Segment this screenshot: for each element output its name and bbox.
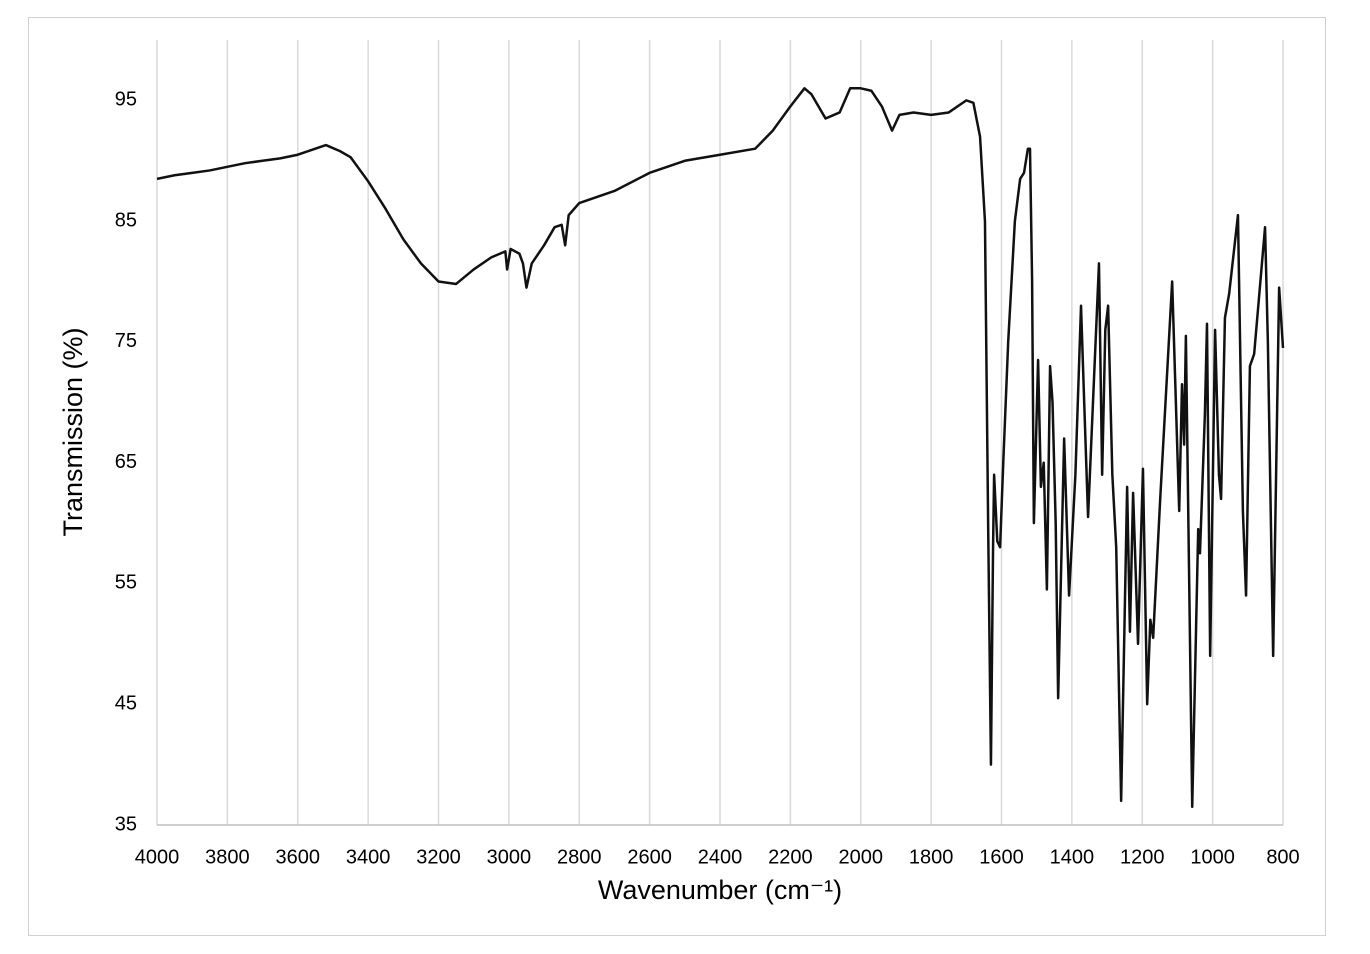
x-tick-label: 800 (1266, 846, 1299, 868)
x-tick-label: 3000 (487, 846, 532, 868)
y-tick-label: 35 (115, 813, 137, 835)
x-tick-label: 3800 (205, 846, 250, 868)
x-tick-label: 3200 (416, 846, 461, 868)
y-tick-label: 65 (115, 451, 137, 473)
y-tick-label: 55 (115, 572, 137, 594)
y-tick-label: 95 (115, 89, 137, 111)
x-tick-label: 1800 (909, 846, 954, 868)
x-tick-label: 1400 (1050, 846, 1095, 868)
chart-frame (28, 17, 1326, 936)
y-tick-label: 75 (115, 330, 137, 352)
x-tick-label: 3600 (276, 846, 321, 868)
spectrum-line (156, 87, 1285, 809)
x-tick-label: 2400 (698, 846, 743, 868)
x-tick-label: 2200 (768, 846, 813, 868)
x-tick-label: 1000 (1190, 846, 1235, 868)
x-tick-label: 3400 (346, 846, 391, 868)
y-tick-label: 45 (115, 693, 137, 715)
x-tick-label: 2600 (627, 846, 672, 868)
x-tick-label: 2800 (557, 846, 602, 868)
x-tick-label: 4000 (135, 846, 180, 868)
y-tick-label: 85 (115, 209, 137, 231)
y-axis-title: Transmission (%) (58, 327, 88, 536)
x-tick-label: 2000 (839, 846, 884, 868)
x-tick-label: 1200 (1120, 846, 1165, 868)
x-tick-label: 1600 (979, 846, 1024, 868)
x-axis-title: Wavenumber (cm⁻¹) (598, 875, 842, 905)
